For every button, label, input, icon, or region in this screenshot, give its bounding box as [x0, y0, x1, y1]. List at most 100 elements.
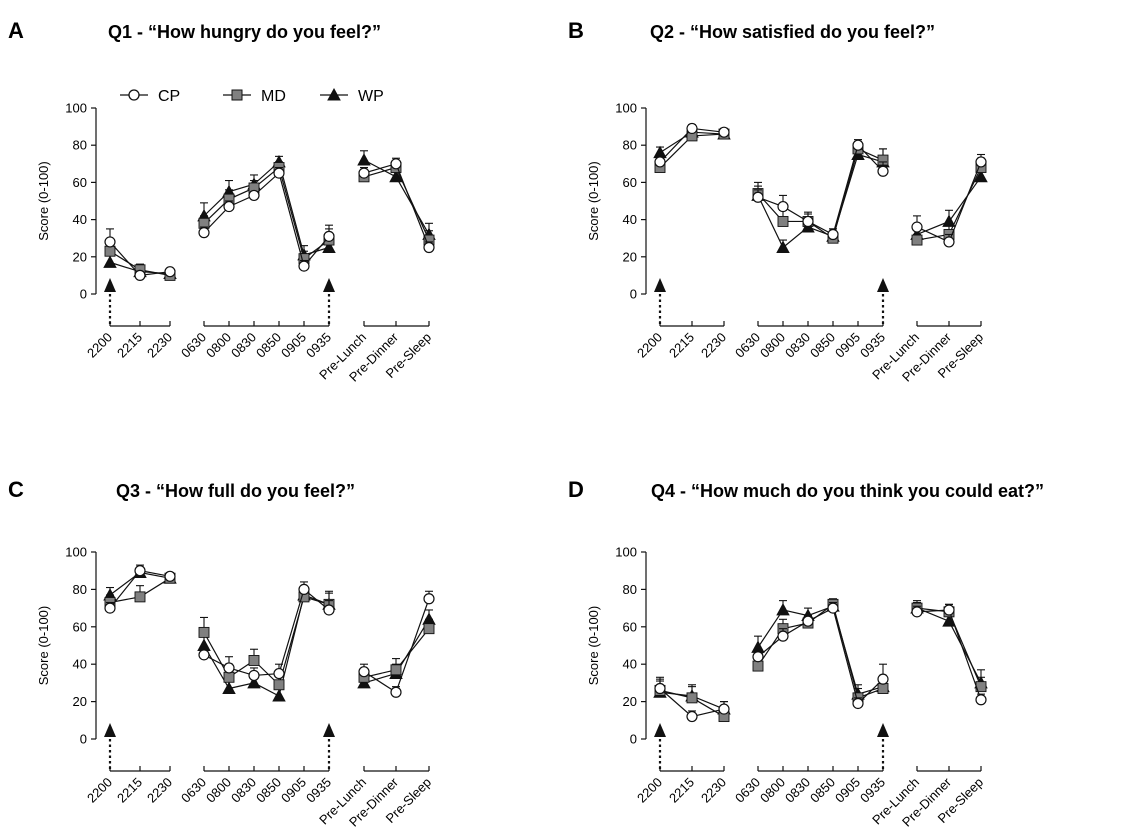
- arrow-marker-2200: [654, 278, 666, 324]
- x-tick-label-0905: 0905: [832, 775, 863, 806]
- data-point: [827, 228, 839, 241]
- panel-title: Q1 - “How hungry do you feel?”: [108, 22, 381, 42]
- series-line: [757, 153, 884, 249]
- x-tick-label-0935: 0935: [857, 330, 888, 361]
- arrow-head: [877, 278, 889, 292]
- data-point: [752, 191, 764, 203]
- data-point: [777, 216, 789, 227]
- y-tick-label: 80: [623, 138, 637, 153]
- data-point: [298, 260, 310, 272]
- data-point: [273, 167, 285, 179]
- y-tick-label: 40: [623, 212, 637, 227]
- data-point: [686, 710, 698, 723]
- y-tick-label: 40: [73, 212, 87, 227]
- data-point: [248, 189, 260, 202]
- x-tick-label-0830: 0830: [228, 330, 259, 361]
- x-tick-label-0935: 0935: [303, 330, 334, 361]
- x-tick-label-0800: 0800: [757, 775, 788, 806]
- series-cp: [654, 122, 987, 248]
- x-tick-label-0850: 0850: [807, 775, 838, 806]
- data-point: [943, 236, 955, 248]
- data-point: [104, 236, 116, 248]
- series-line: [203, 588, 330, 677]
- data-point: [198, 227, 210, 239]
- arrow-head: [323, 723, 335, 737]
- arrow-marker-2200: [654, 723, 666, 769]
- arrow-head: [877, 723, 889, 737]
- data-point: [777, 200, 789, 213]
- data-point: [802, 615, 814, 627]
- x-tick-label-0850: 0850: [253, 330, 284, 361]
- series-line: [203, 596, 330, 686]
- data-point: [223, 671, 235, 683]
- data-point: [686, 692, 698, 704]
- data-point: [134, 591, 146, 603]
- data-point: [827, 602, 839, 614]
- x-tick-label-0830: 0830: [782, 330, 813, 361]
- data-point: [802, 215, 814, 228]
- x-tick-label-2200: 2200: [634, 330, 665, 361]
- panel-title: Q4 - “How much do you think you could ea…: [651, 481, 1044, 501]
- data-point: [223, 662, 235, 674]
- data-point: [877, 673, 889, 685]
- x-tick-label-0800: 0800: [757, 330, 788, 361]
- data-point: [423, 241, 435, 254]
- y-tick-label: 0: [80, 287, 87, 302]
- data-point: [911, 221, 923, 233]
- x-tick-label-2200: 2200: [634, 775, 665, 806]
- series-wp: [653, 599, 988, 715]
- data-point: [323, 604, 335, 616]
- series-line: [203, 594, 330, 697]
- panel-letter: A: [8, 18, 24, 43]
- arrow-marker-0935: [323, 723, 335, 769]
- series-line: [757, 605, 884, 695]
- x-tick-label-2230: 2230: [144, 775, 175, 806]
- legend-item-md: MD: [223, 88, 286, 105]
- x-tick-label-2230: 2230: [144, 330, 175, 361]
- data-point: [248, 655, 260, 666]
- y-tick-label: 100: [65, 101, 87, 116]
- data-point: [423, 623, 435, 635]
- series-md: [104, 161, 435, 281]
- panel-title: Q2 - “How satisfied do you feel?”: [650, 22, 935, 42]
- y-tick-label: 20: [623, 694, 637, 709]
- y-tick-label: 0: [80, 732, 87, 747]
- x-tick-label-0800: 0800: [203, 330, 234, 361]
- x-tick-label-2230: 2230: [698, 330, 729, 361]
- data-point: [273, 679, 285, 691]
- x-tick-label-2200: 2200: [84, 775, 115, 806]
- x-tick-label-0935: 0935: [303, 775, 334, 806]
- panel-letter: C: [8, 477, 24, 502]
- x-tick-label-0935: 0935: [857, 775, 888, 806]
- data-point: [777, 630, 789, 642]
- data-point: [104, 602, 116, 614]
- arrow-marker-0935: [323, 278, 335, 324]
- series-line: [757, 148, 884, 240]
- data-point: [686, 122, 698, 135]
- data-point: [134, 269, 146, 281]
- x-tick-label-0830: 0830: [782, 775, 813, 806]
- data-point: [223, 200, 235, 213]
- x-tick-label-0905: 0905: [832, 330, 863, 361]
- data-point: [322, 240, 336, 253]
- series-line: [203, 172, 330, 268]
- series-wp: [103, 150, 436, 279]
- x-tick-label-2215: 2215: [666, 330, 697, 361]
- data-point: [298, 583, 310, 596]
- data-point: [776, 240, 790, 253]
- data-point: [198, 649, 210, 661]
- x-tick-label-0905: 0905: [278, 330, 309, 361]
- y-tick-label: 80: [73, 138, 87, 153]
- x-tick-label-2215: 2215: [114, 775, 145, 806]
- x-tick-label-0830: 0830: [228, 775, 259, 806]
- y-tick-label: 40: [623, 657, 637, 672]
- x-tick-label-2200: 2200: [84, 330, 115, 361]
- legend-label-md: MD: [261, 88, 286, 105]
- data-point: [852, 697, 864, 710]
- x-tick-label-2215: 2215: [666, 775, 697, 806]
- data-point: [272, 689, 286, 702]
- y-axis-label: Score (0-100): [36, 161, 51, 240]
- data-point: [390, 664, 402, 676]
- data-point: [942, 614, 956, 627]
